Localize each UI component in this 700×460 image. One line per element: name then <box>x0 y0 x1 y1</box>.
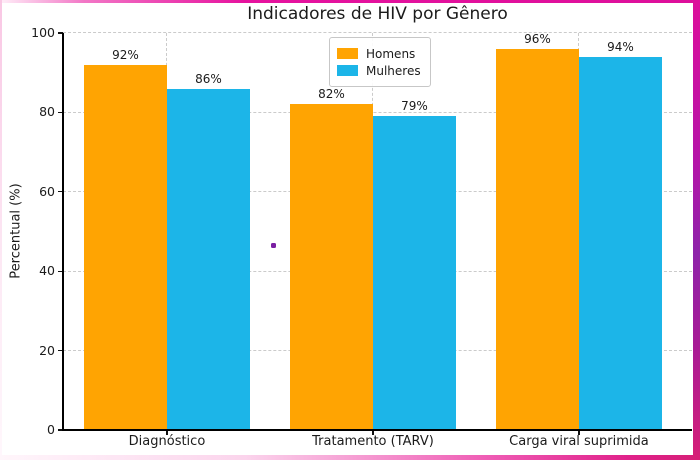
y-axis-spine <box>62 33 64 431</box>
value-label-homens-1: 82% <box>318 87 345 102</box>
y-tick-mark-0 <box>58 429 63 431</box>
bar-mulheres-1 <box>372 116 456 430</box>
x-tick-label-1: Tratamento (TARV) <box>312 434 434 449</box>
value-label-mulheres-1: 79% <box>401 99 428 114</box>
gradient-border-bottom <box>0 455 700 460</box>
x-tick-mark-2 <box>578 431 580 435</box>
legend: Homens Mulheres <box>329 37 431 87</box>
y-tick-label-20: 20 <box>39 342 55 358</box>
y-tick-label-60: 60 <box>39 183 55 199</box>
y-tick-label-0: 0 <box>47 422 55 437</box>
x-axis-spine <box>62 429 692 432</box>
gradient-border-top <box>0 0 700 3</box>
y-tick-mark-80 <box>58 111 63 114</box>
gradient-border-left <box>0 0 2 460</box>
gridline-y-100 <box>63 32 692 34</box>
legend-item-mulheres: Mulheres <box>337 63 421 78</box>
x-tick-label-2: Carga viral suprimida <box>509 434 649 449</box>
value-label-homens-2: 96% <box>524 31 551 46</box>
y-tick-label-80: 80 <box>39 104 55 120</box>
y-tick-mark-100 <box>58 32 63 34</box>
y-tick-label-40: 40 <box>39 263 55 279</box>
gradient-border-right <box>693 0 700 460</box>
legend-swatch-mulheres-icon <box>337 65 358 76</box>
y-tick-mark-60 <box>58 191 63 193</box>
value-label-mulheres-2: 94% <box>607 39 634 54</box>
value-label-homens-0: 92% <box>112 47 139 62</box>
gridline-y-80 <box>63 111 692 113</box>
legend-label-homens: Homens <box>366 46 416 61</box>
y-tick-label-100: 100 <box>31 25 55 40</box>
y-tick-mark-20 <box>58 349 63 352</box>
legend-swatch-homens-icon <box>337 48 358 59</box>
purple-dot-artifact <box>271 243 276 248</box>
x-tick-mark-1 <box>372 431 374 435</box>
chart-title: Indicadores de HIV por Gênero <box>247 4 508 24</box>
bar-homens-2 <box>495 48 579 430</box>
bar-mulheres-2 <box>578 56 662 430</box>
x-tick-label-0: Diagnóstico <box>128 434 206 449</box>
legend-item-homens: Homens <box>337 46 421 61</box>
bar-homens-1 <box>289 104 373 430</box>
value-label-mulheres-0: 86% <box>195 71 222 86</box>
y-tick-mark-40 <box>58 270 63 272</box>
legend-label-mulheres: Mulheres <box>366 63 421 78</box>
bar-homens-0 <box>83 64 167 430</box>
x-tick-mark-0 <box>166 431 168 435</box>
bar-mulheres-0 <box>166 88 250 430</box>
